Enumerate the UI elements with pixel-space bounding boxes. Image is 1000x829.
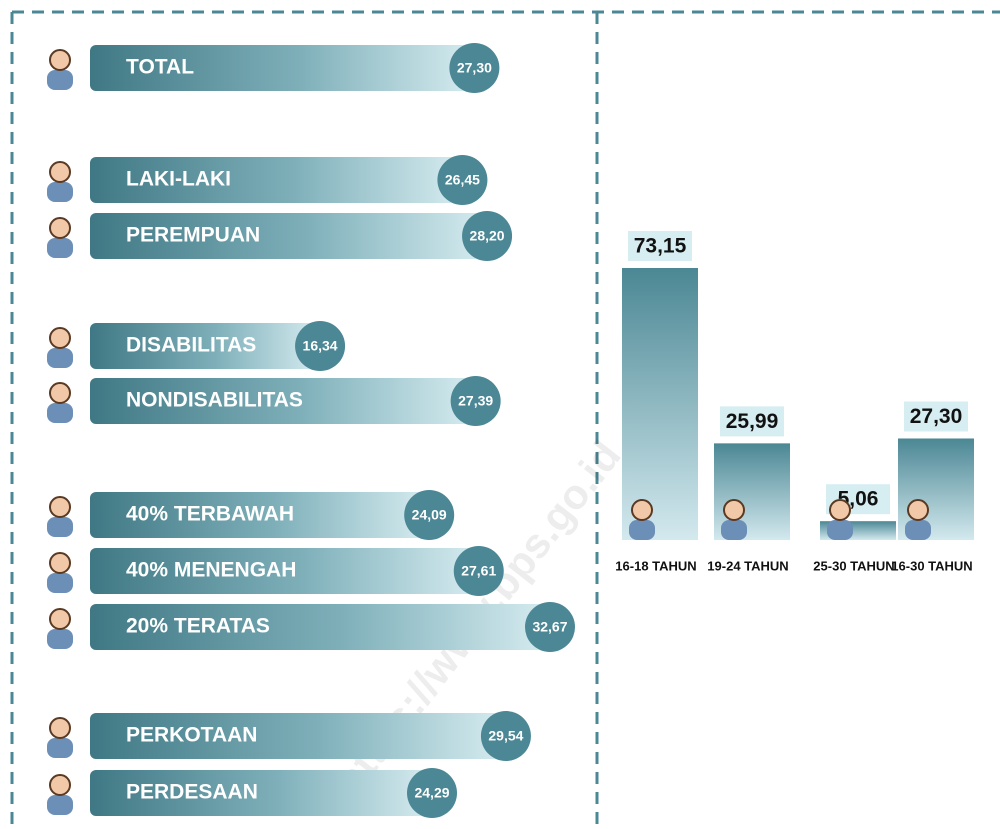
value-box xyxy=(720,406,784,437)
value-label: 27,30 xyxy=(910,405,963,428)
category-label: 40% TERBAWAH xyxy=(126,503,294,526)
value-label: 26,45 xyxy=(445,172,480,188)
icon-body xyxy=(47,795,73,815)
icon-body xyxy=(629,520,655,540)
icon-body xyxy=(827,520,853,540)
category-label: PEREMPUAN xyxy=(126,224,260,247)
icon-head xyxy=(49,774,71,796)
category-label: 19-24 TAHUN xyxy=(707,558,788,573)
bar-end xyxy=(437,155,488,205)
bar-end xyxy=(453,546,504,596)
icon-head xyxy=(49,161,71,183)
bar xyxy=(90,157,463,203)
category-label: LAKI-LAKI xyxy=(126,168,231,191)
icon xyxy=(47,49,73,90)
bar-end xyxy=(462,211,513,261)
value-box xyxy=(904,401,968,432)
icon-head xyxy=(907,499,929,521)
category-label: 20% TERATAS xyxy=(126,615,270,638)
icon-body xyxy=(47,738,73,758)
category-label: 16-18 TAHUN xyxy=(615,558,696,573)
value-label: 27,30 xyxy=(457,60,492,76)
icon-body xyxy=(47,238,73,258)
icon-body xyxy=(47,403,73,423)
icon-body xyxy=(47,182,73,202)
bar-end xyxy=(450,376,501,426)
category-label: 25-30 TAHUN xyxy=(813,558,894,573)
icon-body xyxy=(47,70,73,90)
icon-head xyxy=(829,499,851,521)
category-label: 40% MENENGAH xyxy=(126,559,296,582)
bar xyxy=(622,268,698,540)
value-label: 28,20 xyxy=(470,228,505,244)
icon xyxy=(905,499,931,540)
value-box xyxy=(628,231,692,261)
category-label: PERKOTAAN xyxy=(126,724,257,747)
category-label: PERDESAAN xyxy=(126,781,258,804)
bar-end xyxy=(404,490,455,540)
value-label: 24,09 xyxy=(412,507,447,523)
dashed-frame xyxy=(10,10,1000,829)
icon xyxy=(47,382,73,423)
icon-body xyxy=(905,520,931,540)
icon-head xyxy=(49,496,71,518)
icon-head xyxy=(49,382,71,404)
icon xyxy=(47,327,73,368)
icon-head xyxy=(49,608,71,630)
bar-end xyxy=(449,43,500,93)
icon xyxy=(47,717,73,758)
icon xyxy=(47,774,73,815)
bar-end xyxy=(480,711,531,761)
bar xyxy=(90,770,433,816)
icon xyxy=(47,552,73,593)
value-label: 32,67 xyxy=(532,619,567,635)
icon-head xyxy=(631,499,653,521)
bar-end xyxy=(295,321,346,371)
icon-body xyxy=(47,517,73,537)
category-label: NONDISABILITAS xyxy=(126,389,303,412)
category-label: 16-30 TAHUN xyxy=(891,558,972,573)
icon-body xyxy=(47,348,73,368)
icon xyxy=(47,217,73,258)
bar xyxy=(90,713,506,759)
bar xyxy=(90,604,550,650)
bar-end xyxy=(407,768,458,818)
value-label: 27,61 xyxy=(461,563,496,579)
icon xyxy=(827,499,853,540)
icon xyxy=(629,499,655,540)
bar xyxy=(90,213,488,259)
icon xyxy=(47,496,73,537)
value-label: 73,15 xyxy=(634,235,687,258)
icon-head xyxy=(49,717,71,739)
icon-head xyxy=(723,499,745,521)
bar xyxy=(90,323,321,369)
value-label: 27,39 xyxy=(458,393,493,409)
value-label: 24,29 xyxy=(414,785,449,801)
category-label: DISABILITAS xyxy=(126,334,256,357)
bar xyxy=(90,548,479,594)
bar xyxy=(90,492,430,538)
bar xyxy=(90,45,475,91)
category-label: TOTAL xyxy=(126,56,194,79)
icon-head xyxy=(49,217,71,239)
value-label: 16,34 xyxy=(303,338,338,354)
icon-body xyxy=(721,520,747,540)
icon-body xyxy=(47,573,73,593)
icon-head xyxy=(49,49,71,71)
bar-end xyxy=(525,602,575,652)
icon-head xyxy=(49,327,71,349)
value-label: 25,99 xyxy=(726,410,779,433)
icon xyxy=(47,161,73,202)
value-label: 29,54 xyxy=(488,728,523,744)
icon xyxy=(47,608,73,649)
icon-head xyxy=(49,552,71,574)
bar xyxy=(90,378,476,424)
icon-body xyxy=(47,629,73,649)
icon xyxy=(721,499,747,540)
